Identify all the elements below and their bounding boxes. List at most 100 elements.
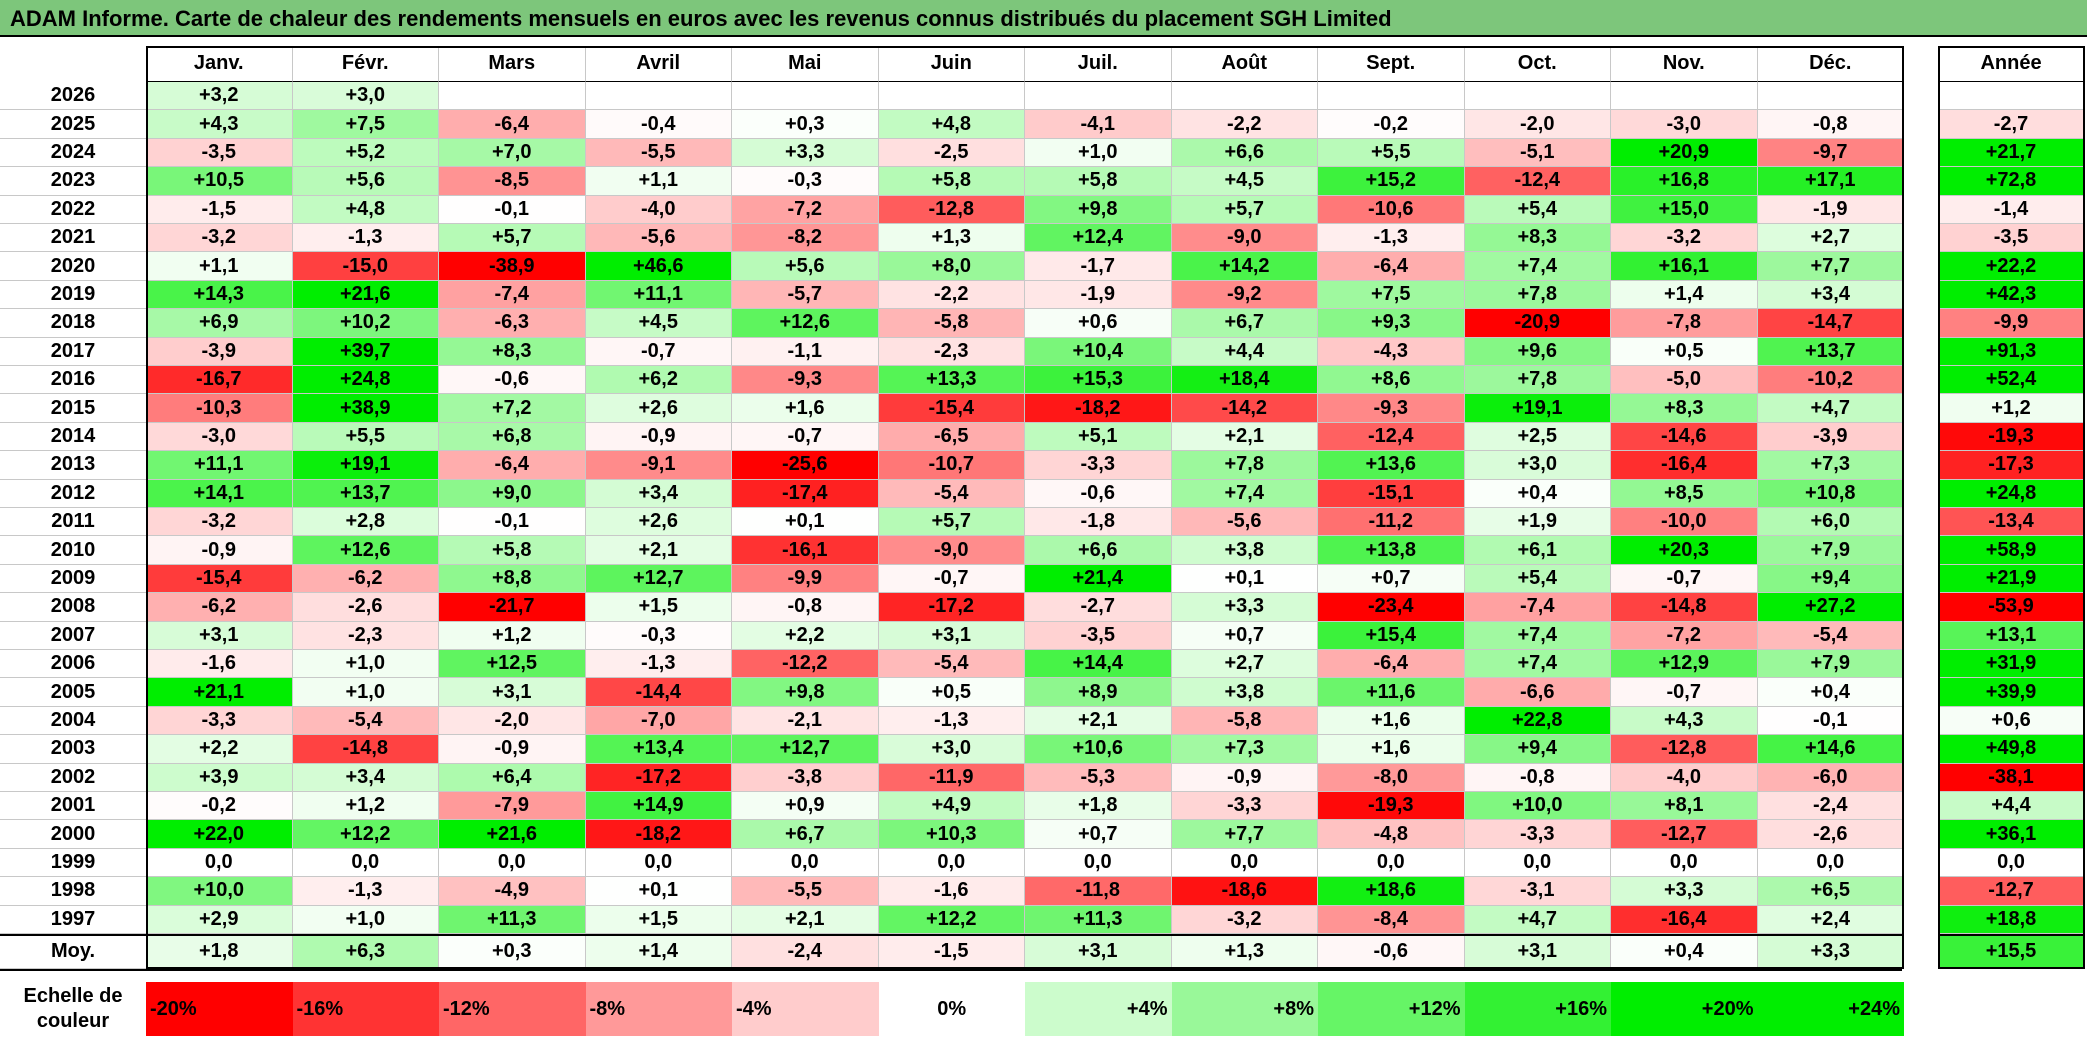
heatmap-cell: +12,7: [732, 735, 879, 764]
heatmap-cell: +8,8: [439, 564, 586, 594]
annual-cell: +21,7: [1938, 138, 2085, 168]
heatmap-cell: +0,1: [585, 877, 732, 906]
heatmap-cell: +1,2: [439, 621, 586, 650]
heatmap-cell: +16,1: [1611, 252, 1758, 281]
month-header: Avril: [585, 46, 732, 82]
heatmap-cell: -3,9: [1757, 422, 1904, 452]
annual-cell: +31,9: [1938, 650, 2085, 679]
annual-cell: +4,4: [1938, 792, 2085, 821]
average-annual-cell: +15,5: [1938, 935, 2085, 969]
heatmap-cell: -6,5: [878, 422, 1025, 452]
heatmap-cell: -0,6: [1025, 479, 1172, 508]
color-scale-step: +20%: [1611, 982, 1758, 1036]
heatmap-cell: -9,9: [732, 564, 879, 594]
heatmap-cell: +5,8: [878, 167, 1025, 196]
row-year-label: 2026: [0, 82, 146, 111]
heatmap-cell: +8,5: [1611, 479, 1758, 508]
heatmap-cell: [878, 82, 1025, 111]
heatmap-cell: +9,8: [1025, 195, 1172, 224]
heatmap-cell: [1464, 82, 1611, 111]
annual-cell: +24,8: [1938, 479, 2085, 508]
heatmap-cell: -6,4: [1318, 650, 1465, 679]
heatmap-cell: +2,7: [1171, 650, 1318, 679]
row-year-label: 2003: [0, 735, 146, 764]
heatmap-cell: +3,3: [1171, 593, 1318, 622]
heatmap-cell: +3,8: [1171, 678, 1318, 707]
annual-cell: 0,0: [1938, 848, 2085, 878]
heatmap-cell: +19,1: [1464, 394, 1611, 423]
color-scale-step: +24%: [1757, 982, 1904, 1036]
heatmap-cell: -0,6: [439, 366, 586, 395]
heatmap-cell: +0,9: [732, 792, 879, 821]
heatmap-cell: +1,4: [1611, 280, 1758, 310]
heatmap-cell: +3,2: [146, 82, 293, 111]
annual-cell: [1938, 82, 2085, 111]
heatmap-cell: -5,4: [1757, 621, 1904, 650]
heatmap-cell: -3,3: [1171, 792, 1318, 821]
heatmap-cell: +6,9: [146, 309, 293, 338]
heatmap-cell: -2,0: [1464, 110, 1611, 139]
average-cell: +1,4: [585, 935, 732, 969]
average-cell: +3,1: [1464, 935, 1611, 969]
heatmap-cell: +8,6: [1318, 366, 1465, 395]
heatmap-cell: -9,7: [1757, 138, 1904, 168]
heatmap-cell: +8,3: [1611, 394, 1758, 423]
heatmap-cell: -14,2: [1171, 394, 1318, 423]
annual-cell: +39,9: [1938, 678, 2085, 707]
heatmap-cell: 0,0: [1171, 848, 1318, 878]
average-cell: -1,5: [878, 935, 1025, 969]
heatmap-cell: -1,3: [292, 224, 439, 253]
annual-cell: +58,9: [1938, 536, 2085, 565]
heatmap-cell: +10,0: [146, 877, 293, 906]
heatmap-cell: -15,4: [878, 394, 1025, 423]
heatmap-cell: -0,2: [146, 792, 293, 821]
heatmap-cell: +0,4: [1464, 479, 1611, 508]
heatmap-cell: +0,1: [1171, 564, 1318, 594]
heatmap-cell: -1,6: [146, 650, 293, 679]
heatmap-cell: +12,6: [292, 536, 439, 565]
heatmap-cell: -7,2: [1611, 621, 1758, 650]
average-cell: +6,3: [292, 935, 439, 969]
row-year-label: 2019: [0, 281, 146, 310]
heatmap-cell: -5,4: [878, 650, 1025, 679]
heatmap-cell: -1,3: [292, 877, 439, 906]
heatmap-cell: +7,8: [1464, 280, 1611, 310]
heatmap-cell: +1,2: [292, 792, 439, 821]
chart-title: ADAM Informe. Carte de chaleur des rende…: [0, 0, 2087, 37]
heatmap-cell: -5,3: [1025, 763, 1172, 792]
heatmap-cell: +22,8: [1464, 706, 1611, 736]
heatmap-cell: -1,9: [1757, 195, 1904, 224]
heatmap-cell: -2,2: [878, 280, 1025, 310]
heatmap-cell: 0,0: [1757, 848, 1904, 878]
heatmap-cell: +14,1: [146, 479, 293, 508]
year-column-header: Année: [1938, 46, 2085, 82]
heatmap-cell: +14,3: [146, 280, 293, 310]
heatmap-cell: +18,6: [1318, 877, 1465, 906]
heatmap-cell: [1318, 82, 1465, 111]
heatmap-cell: -2,3: [292, 621, 439, 650]
heatmap-cell: +13,8: [1318, 536, 1465, 565]
annual-cell: -53,9: [1938, 593, 2085, 622]
annual-cell: -12,7: [1938, 877, 2085, 906]
heatmap-cell: -0,8: [732, 593, 879, 622]
heatmap-cell: -1,1: [732, 337, 879, 366]
heatmap-cell: +6,4: [439, 763, 586, 792]
annual-cell: +36,1: [1938, 820, 2085, 849]
heatmap-cell: -6,2: [292, 564, 439, 594]
heatmap-cell: -12,8: [878, 195, 1025, 224]
month-header: Sept.: [1318, 46, 1465, 82]
heatmap-cell: +10,4: [1025, 337, 1172, 366]
heatmap-cell: +5,4: [1464, 195, 1611, 224]
heatmap-cell: +1,0: [292, 650, 439, 679]
heatmap-cell: +3,3: [732, 138, 879, 168]
heatmap-cell: +5,4: [1464, 564, 1611, 594]
heatmap-cell: +4,8: [878, 110, 1025, 139]
heatmap-cell: +38,9: [292, 394, 439, 423]
color-scale-step: -16%: [292, 982, 439, 1036]
heatmap-cell: -4,1: [1025, 110, 1172, 139]
heatmap-cell: +1,0: [292, 678, 439, 707]
heatmap-cell: -3,0: [1611, 110, 1758, 139]
heatmap-cell: -18,2: [1025, 394, 1172, 423]
annual-cell: +42,3: [1938, 280, 2085, 310]
heatmap-cell: -0,8: [1464, 763, 1611, 792]
